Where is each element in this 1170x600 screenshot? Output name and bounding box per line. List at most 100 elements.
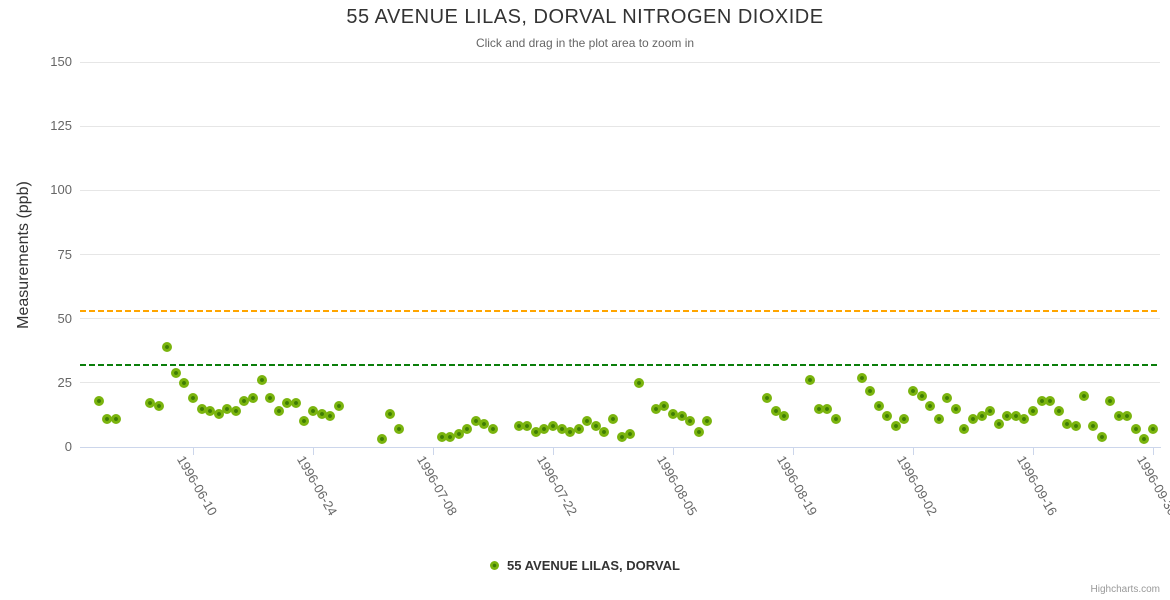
data-point[interactable]	[865, 385, 876, 396]
data-point[interactable]	[385, 408, 396, 419]
data-point[interactable]	[153, 400, 164, 411]
data-point[interactable]	[556, 424, 567, 435]
data-point[interactable]	[1010, 411, 1021, 422]
data-point[interactable]	[882, 411, 893, 422]
data-point[interactable]	[1002, 411, 1013, 422]
data-point[interactable]	[968, 413, 978, 424]
data-point[interactable]	[1036, 395, 1047, 406]
data-point[interactable]	[1113, 411, 1124, 422]
data-point[interactable]	[1019, 413, 1030, 424]
data-point[interactable]	[1079, 390, 1090, 401]
data-point[interactable]	[685, 416, 696, 427]
data-point[interactable]	[290, 398, 301, 409]
data-point[interactable]	[222, 403, 233, 414]
data-point[interactable]	[265, 393, 276, 404]
data-point[interactable]	[513, 421, 524, 432]
data-point[interactable]	[445, 431, 456, 442]
data-point[interactable]	[668, 408, 678, 419]
data-point[interactable]	[1070, 421, 1081, 432]
data-point[interactable]	[942, 393, 953, 404]
data-point[interactable]	[813, 403, 824, 414]
data-point[interactable]	[188, 393, 198, 404]
data-point[interactable]	[325, 411, 336, 422]
data-point[interactable]	[633, 377, 644, 388]
data-point[interactable]	[282, 398, 293, 409]
data-point[interactable]	[582, 416, 593, 427]
data-point[interactable]	[393, 424, 404, 435]
data-point[interactable]	[573, 424, 584, 435]
data-point[interactable]	[436, 431, 447, 442]
data-point[interactable]	[273, 406, 284, 417]
data-point[interactable]	[179, 377, 190, 388]
data-point[interactable]	[248, 393, 258, 404]
data-point[interactable]	[616, 431, 627, 442]
data-point[interactable]	[1122, 411, 1133, 422]
data-point[interactable]	[213, 408, 224, 419]
data-point[interactable]	[488, 424, 498, 435]
data-point[interactable]	[376, 434, 387, 445]
data-point[interactable]	[950, 403, 961, 414]
data-point[interactable]	[93, 395, 104, 406]
data-point[interactable]	[933, 413, 944, 424]
data-point[interactable]	[762, 393, 773, 404]
data-point[interactable]	[959, 424, 970, 435]
data-point[interactable]	[565, 426, 576, 437]
data-point[interactable]	[1053, 406, 1064, 417]
data-point[interactable]	[1139, 434, 1150, 445]
data-point[interactable]	[650, 403, 661, 414]
data-point[interactable]	[162, 341, 173, 352]
data-point[interactable]	[590, 421, 601, 432]
data-point[interactable]	[1148, 424, 1158, 435]
data-point[interactable]	[316, 408, 327, 419]
data-point[interactable]	[916, 390, 927, 401]
data-point[interactable]	[308, 406, 318, 417]
data-point[interactable]	[1028, 406, 1038, 417]
legend-item[interactable]: 55 AVENUE LILAS, DORVAL	[0, 558, 1170, 573]
data-point[interactable]	[333, 400, 344, 411]
data-point[interactable]	[779, 411, 790, 422]
data-point[interactable]	[676, 411, 687, 422]
data-point[interactable]	[479, 418, 490, 429]
data-point[interactable]	[453, 429, 464, 440]
data-point[interactable]	[985, 406, 996, 417]
data-point[interactable]	[1088, 421, 1098, 432]
data-point[interactable]	[256, 375, 267, 386]
data-point[interactable]	[462, 424, 473, 435]
data-point[interactable]	[899, 413, 910, 424]
data-point[interactable]	[522, 421, 533, 432]
data-point[interactable]	[110, 413, 121, 424]
data-point[interactable]	[196, 403, 207, 414]
data-point[interactable]	[659, 400, 670, 411]
data-point[interactable]	[770, 406, 781, 417]
data-point[interactable]	[170, 367, 181, 378]
data-point[interactable]	[993, 418, 1004, 429]
data-point[interactable]	[539, 424, 550, 435]
data-point[interactable]	[205, 406, 216, 417]
data-point[interactable]	[1062, 418, 1073, 429]
data-point[interactable]	[102, 413, 113, 424]
data-point[interactable]	[299, 416, 310, 427]
data-point[interactable]	[702, 416, 713, 427]
data-point[interactable]	[599, 426, 610, 437]
data-point[interactable]	[470, 416, 481, 427]
data-point[interactable]	[890, 421, 901, 432]
data-point[interactable]	[1130, 424, 1141, 435]
data-point[interactable]	[530, 426, 541, 437]
data-point[interactable]	[822, 403, 833, 414]
data-point[interactable]	[548, 421, 558, 432]
data-point[interactable]	[908, 385, 918, 396]
data-point[interactable]	[925, 400, 936, 411]
data-point[interactable]	[239, 395, 250, 406]
data-point[interactable]	[805, 375, 816, 386]
data-point[interactable]	[145, 398, 156, 409]
data-point[interactable]	[830, 413, 841, 424]
data-point[interactable]	[625, 429, 636, 440]
data-point[interactable]	[693, 426, 704, 437]
data-point[interactable]	[230, 406, 241, 417]
data-point[interactable]	[873, 400, 884, 411]
data-point[interactable]	[608, 413, 618, 424]
data-point[interactable]	[1096, 431, 1107, 442]
data-point[interactable]	[856, 372, 867, 383]
data-point[interactable]	[1045, 395, 1056, 406]
highcharts-credit[interactable]: Highcharts.com	[1090, 584, 1160, 595]
